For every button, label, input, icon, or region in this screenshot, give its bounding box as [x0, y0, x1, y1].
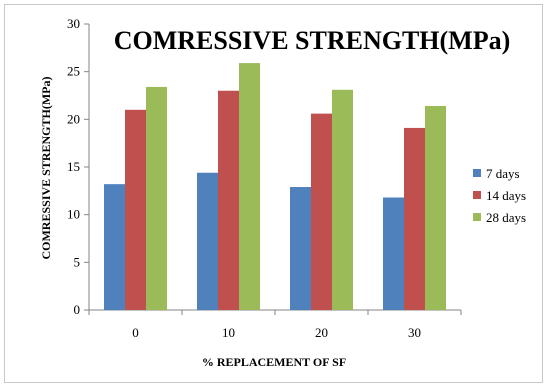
bar	[146, 86, 167, 310]
y-tick-label: 0	[74, 302, 81, 317]
x-tick-label: 30	[408, 325, 421, 340]
legend: 7 days 14 days 28 days	[473, 166, 526, 225]
bar	[125, 109, 146, 310]
x-axis-title: % REPLACEMENT OF SF	[202, 355, 346, 369]
x-tick-label: 0	[132, 325, 139, 340]
bar	[104, 184, 125, 310]
y-tick-label: 10	[67, 207, 80, 222]
bar	[404, 127, 425, 310]
y-tick-label: 5	[74, 254, 81, 269]
bar	[197, 172, 218, 310]
y-tick-label: 15	[67, 159, 80, 174]
bar	[383, 197, 404, 310]
y-tick-label: 25	[67, 64, 80, 79]
chart-frame	[4, 4, 543, 383]
y-axis-title: COMRESSIVE STRENGTH(MPa)	[39, 76, 53, 259]
legend-label: 14 days	[486, 188, 526, 203]
legend-swatch	[473, 213, 481, 221]
bar	[311, 113, 332, 310]
x-tick-label: 10	[222, 325, 235, 340]
bar	[332, 89, 353, 310]
x-tick-label: 20	[315, 325, 328, 340]
y-tick-label: 20	[67, 111, 80, 126]
bars	[104, 63, 446, 310]
bar	[425, 105, 446, 310]
legend-label: 7 days	[486, 166, 520, 181]
legend-swatch	[473, 169, 481, 177]
y-tick-label: 30	[67, 16, 80, 31]
chart-title: COMRESSIVE STRENGTH(MPa)	[114, 26, 511, 55]
bar	[290, 187, 311, 310]
legend-label: 28 days	[486, 210, 526, 225]
bar	[239, 63, 260, 310]
legend-swatch	[473, 191, 481, 199]
bar	[218, 90, 239, 310]
